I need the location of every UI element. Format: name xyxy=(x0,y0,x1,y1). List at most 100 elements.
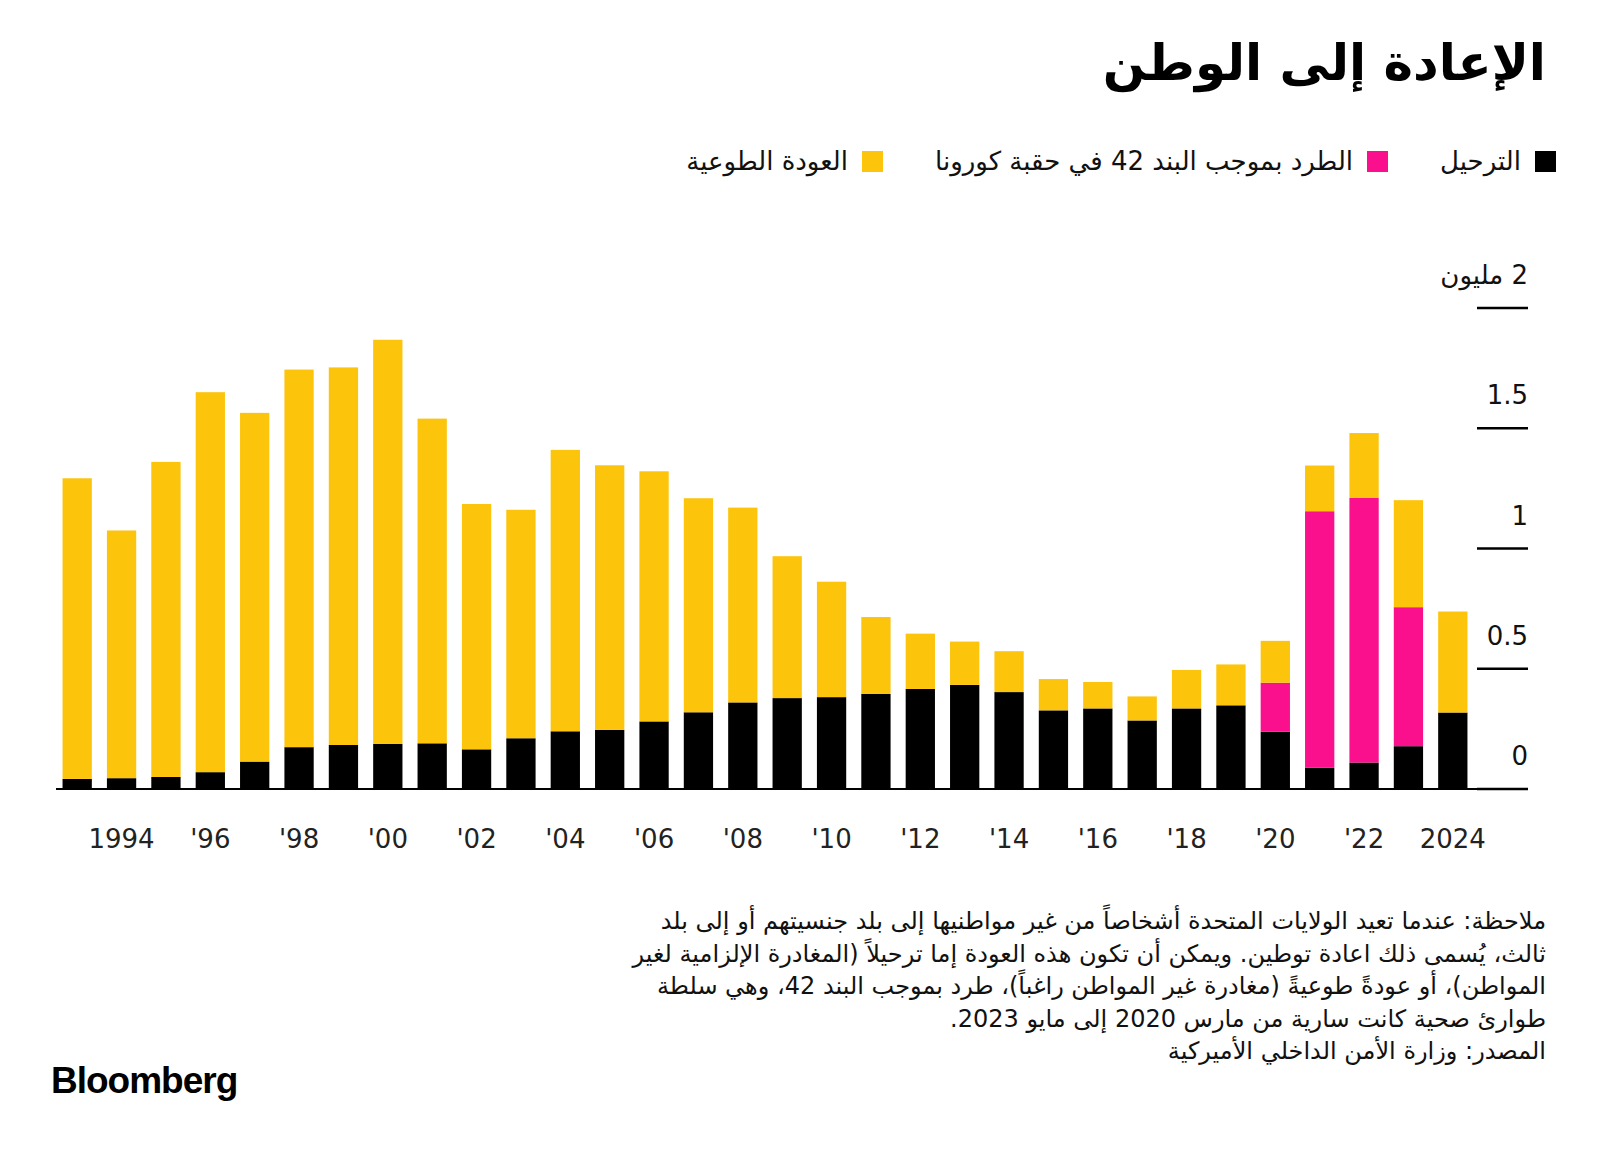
bar-segment xyxy=(1128,720,1157,789)
x-tick-label: '18 xyxy=(1166,824,1206,854)
legend-swatch xyxy=(1535,151,1556,172)
bar-segment xyxy=(1216,664,1245,705)
bar-segment xyxy=(861,617,890,694)
bar-segment xyxy=(1083,708,1112,789)
bar-segment xyxy=(551,450,580,731)
x-tick-label: '96 xyxy=(190,824,230,854)
y-tick-label: 0 xyxy=(1511,739,1528,773)
bar-segment xyxy=(1261,641,1290,683)
x-tick-label: '10 xyxy=(811,824,851,854)
bar-segment xyxy=(1349,498,1378,763)
bar-segment xyxy=(1394,500,1423,607)
bar-segment xyxy=(196,772,225,789)
legend: الترحيل الطرد بموجب البند 42 في حقبة كورو… xyxy=(686,146,1556,176)
bar-segment xyxy=(1349,433,1378,498)
legend-label: الطرد بموجب البند 42 في حقبة كورونا xyxy=(935,146,1353,176)
source: المصدر: وزارة الأمن الداخلي الأميركية xyxy=(1168,1035,1546,1067)
bar-segment xyxy=(817,697,846,789)
bar-segment xyxy=(817,582,846,697)
bar-segment xyxy=(1261,683,1290,732)
legend-item: العودة الطوعية xyxy=(686,146,883,176)
x-tick-label: '04 xyxy=(545,824,585,854)
bar-segment xyxy=(1039,679,1068,710)
y-tick-label: 2 مليون xyxy=(1440,258,1528,292)
title: الإعادة إلى الوطن xyxy=(1103,34,1546,92)
x-tick-label: '12 xyxy=(900,824,940,854)
y-tick xyxy=(1477,788,1528,791)
bar-segment xyxy=(1172,708,1201,789)
bar-segment xyxy=(994,692,1023,789)
bar-segment xyxy=(728,508,757,703)
bar-segment xyxy=(1305,466,1334,512)
x-tick-label: '14 xyxy=(989,824,1029,854)
bar-segment xyxy=(906,689,935,789)
bar-segment xyxy=(63,779,92,789)
bar-segment xyxy=(284,747,313,789)
bar-segment xyxy=(1394,607,1423,746)
legend-item: الترحيل xyxy=(1440,146,1556,176)
bar-segment xyxy=(595,730,624,789)
bar-segment xyxy=(462,749,491,789)
y-tick xyxy=(1477,427,1528,430)
bar-segment xyxy=(950,685,979,789)
bar-segment xyxy=(994,651,1023,692)
y-tick xyxy=(1477,547,1528,550)
bar-segment xyxy=(373,744,402,789)
note-line: طوارئ صحية كانت سارية من مارس 2020 إلى م… xyxy=(950,1003,1546,1035)
bar-segment xyxy=(1039,710,1068,789)
bar-segment xyxy=(1305,768,1334,789)
bar-segment xyxy=(684,712,713,789)
y-tick-label: 1 xyxy=(1511,499,1528,533)
note-line: المواطن)، أو عودةً طوعيةً (مغادرة غير ال… xyxy=(657,970,1546,1002)
bar-segment xyxy=(728,702,757,789)
x-tick-label: '20 xyxy=(1255,824,1295,854)
bar-segment xyxy=(151,462,180,777)
note-line: ثالث، يُسمى ذلك اعادة توطين. ويمكن أن تك… xyxy=(633,938,1547,970)
y-tick xyxy=(1477,307,1528,310)
bar-segment xyxy=(506,738,535,789)
bar-segment xyxy=(1083,682,1112,708)
brand-logo: Bloomberg xyxy=(51,1060,237,1102)
legend-swatch xyxy=(862,151,883,172)
y-tick xyxy=(1477,668,1528,671)
bar-segment xyxy=(1128,696,1157,720)
bar-segment xyxy=(1261,732,1290,789)
x-tick-label: '00 xyxy=(368,824,408,854)
bar-segment xyxy=(196,392,225,772)
bar-segment xyxy=(906,634,935,689)
bar-segment xyxy=(1394,746,1423,789)
x-axis-line xyxy=(56,788,1528,790)
bar-segment xyxy=(329,367,358,745)
bar-segment xyxy=(639,721,668,789)
bar-segment xyxy=(418,419,447,744)
legend-swatch xyxy=(1367,151,1388,172)
bar-segment xyxy=(462,504,491,749)
bar-segment xyxy=(1438,713,1467,789)
bar-segment xyxy=(240,762,269,789)
bar-segment xyxy=(950,642,979,685)
bar-segment xyxy=(684,498,713,712)
bar-segment xyxy=(506,510,535,738)
chart-root: الإعادة إلى الوطن الترحيل الطرد بموجب البن… xyxy=(0,0,1600,1157)
y-tick-label: 0.5 xyxy=(1487,619,1528,653)
bar-segment xyxy=(329,745,358,789)
x-tick-label: '08 xyxy=(723,824,763,854)
bar-segment xyxy=(373,340,402,744)
bars xyxy=(63,340,1468,789)
bar-segment xyxy=(595,465,624,730)
x-tick-label: '98 xyxy=(279,824,319,854)
bar-segment xyxy=(773,556,802,698)
legend-item: الطرد بموجب البند 42 في حقبة كورونا xyxy=(935,146,1388,176)
bar-segment xyxy=(1438,612,1467,713)
x-tick-label: '06 xyxy=(634,824,674,854)
bar-segment xyxy=(1349,763,1378,789)
bar-segment xyxy=(151,777,180,789)
x-tick-label: 2024 xyxy=(1420,824,1486,854)
legend-label: العودة الطوعية xyxy=(686,146,848,176)
x-tick-label: '16 xyxy=(1078,824,1118,854)
bar-segment xyxy=(1305,511,1334,767)
bar-segment xyxy=(773,698,802,789)
y-tick-label: 1.5 xyxy=(1487,378,1528,412)
bar-segment xyxy=(63,478,92,779)
bar-segment xyxy=(1172,670,1201,708)
